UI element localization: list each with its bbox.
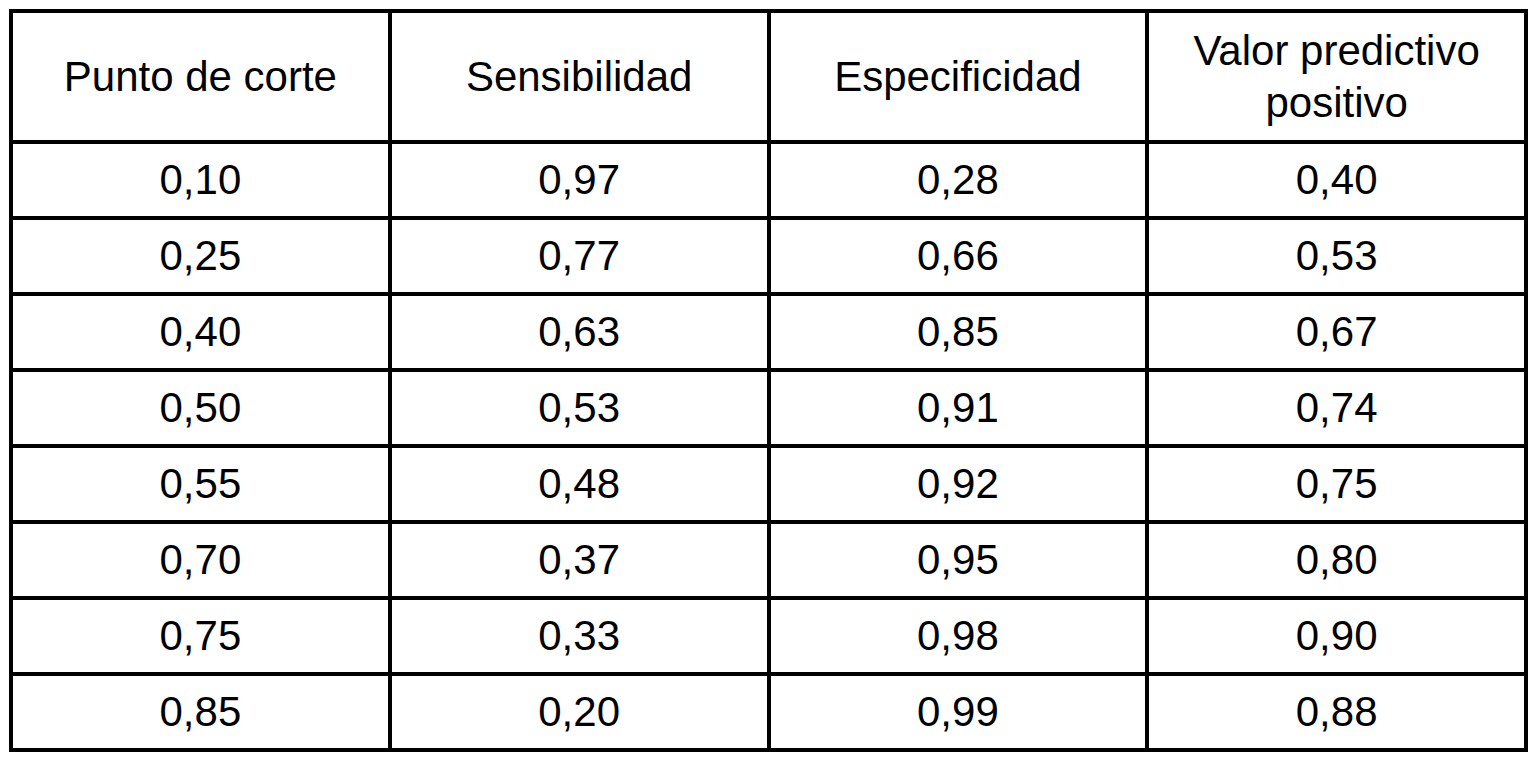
table-cell: 0,67 bbox=[1147, 294, 1526, 370]
table-row: 0,550,480,920,75 bbox=[11, 446, 1526, 522]
table-row: 0,400,630,850,67 bbox=[11, 294, 1526, 370]
table-row: 0,750,330,980,90 bbox=[11, 598, 1526, 674]
table-cell: 0,25 bbox=[11, 218, 390, 294]
table-cell: 0,53 bbox=[390, 370, 769, 446]
table-cell: 0,37 bbox=[390, 522, 769, 598]
table-cell: 0,33 bbox=[390, 598, 769, 674]
table-cell: 0,40 bbox=[11, 294, 390, 370]
table-cell: 0,63 bbox=[390, 294, 769, 370]
table-cell: 0,70 bbox=[11, 522, 390, 598]
table-cell: 0,50 bbox=[11, 370, 390, 446]
table-body: 0,100,970,280,400,250,770,660,530,400,63… bbox=[11, 142, 1526, 750]
table-cell: 0,75 bbox=[1147, 446, 1526, 522]
table-cell: 0,40 bbox=[1147, 142, 1526, 218]
table-cell: 0,53 bbox=[1147, 218, 1526, 294]
table-row: 0,500,530,910,74 bbox=[11, 370, 1526, 446]
column-header-punto-de-corte: Punto de corte bbox=[11, 11, 390, 142]
table-cell: 0,75 bbox=[11, 598, 390, 674]
table-cell: 0,66 bbox=[769, 218, 1148, 294]
column-header-especificidad: Especificidad bbox=[769, 11, 1148, 142]
table-row: 0,700,370,950,80 bbox=[11, 522, 1526, 598]
table-cell: 0,48 bbox=[390, 446, 769, 522]
table-cell: 0,74 bbox=[1147, 370, 1526, 446]
table-cell: 0,20 bbox=[390, 674, 769, 750]
cutoff-metrics-table: Punto de corteSensibilidadEspecificidadV… bbox=[9, 9, 1528, 752]
column-header-sensibilidad: Sensibilidad bbox=[390, 11, 769, 142]
table-row: 0,250,770,660,53 bbox=[11, 218, 1526, 294]
table-cell: 0,85 bbox=[11, 674, 390, 750]
table-row: 0,850,200,990,88 bbox=[11, 674, 1526, 750]
table-cell: 0,99 bbox=[769, 674, 1148, 750]
table-cell: 0,95 bbox=[769, 522, 1148, 598]
header-row: Punto de corteSensibilidadEspecificidadV… bbox=[11, 11, 1526, 142]
table-cell: 0,90 bbox=[1147, 598, 1526, 674]
table-cell: 0,77 bbox=[390, 218, 769, 294]
table-cell: 0,85 bbox=[769, 294, 1148, 370]
table-cell: 0,98 bbox=[769, 598, 1148, 674]
table-cell: 0,97 bbox=[390, 142, 769, 218]
table-cell: 0,28 bbox=[769, 142, 1148, 218]
table-cell: 0,10 bbox=[11, 142, 390, 218]
table-row: 0,100,970,280,40 bbox=[11, 142, 1526, 218]
table-cell: 0,91 bbox=[769, 370, 1148, 446]
table-cell: 0,80 bbox=[1147, 522, 1526, 598]
column-header-valor-predictivo-positivo: Valor predictivo positivo bbox=[1147, 11, 1526, 142]
table-header: Punto de corteSensibilidadEspecificidadV… bbox=[11, 11, 1526, 142]
table-cell: 0,92 bbox=[769, 446, 1148, 522]
table-cell: 0,55 bbox=[11, 446, 390, 522]
table-cell: 0,88 bbox=[1147, 674, 1526, 750]
